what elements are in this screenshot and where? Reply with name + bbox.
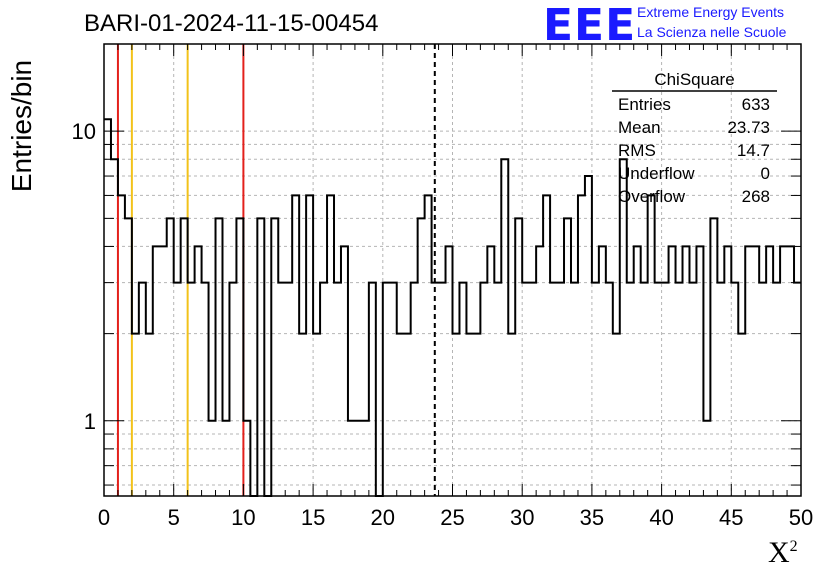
x-tick-label: 20 [371, 505, 395, 530]
x-tick-label: 5 [168, 505, 180, 530]
y-tick-label: 1 [84, 409, 96, 434]
x-axis-label: X2 [768, 536, 798, 569]
stats-value: 633 [742, 95, 770, 114]
stats-value: 268 [742, 187, 770, 206]
histogram-series [104, 118, 801, 497]
y-tick-label: 10 [72, 119, 96, 144]
x-tick-label: 15 [301, 505, 325, 530]
stats-label: RMS [618, 141, 656, 160]
x-tick-label: 25 [440, 505, 464, 530]
stats-value: 14.7 [737, 141, 770, 160]
stats-label: Mean [618, 118, 661, 137]
chart-title: BARI-01-2024-11-15-00454 [84, 10, 379, 37]
x-tick-label: 40 [649, 505, 673, 530]
x-tick-label: 30 [510, 505, 534, 530]
logo-line-1: Extreme Energy Events [637, 4, 785, 20]
stats-value: 23.73 [727, 118, 770, 137]
x-tick-label: 50 [789, 505, 813, 530]
x-tick-label: 10 [231, 505, 255, 530]
x-tick-label: 0 [98, 505, 110, 530]
stats-label: Overflow [618, 187, 686, 206]
stats-value: 0 [761, 164, 770, 183]
x-tick-label: 45 [719, 505, 743, 530]
eee-logo: EEE [543, 0, 637, 51]
stats-label: Underflow [618, 164, 695, 183]
stats-box-title: ChiSquare [654, 70, 734, 89]
x-tick-label: 35 [580, 505, 604, 530]
y-axis-label: Entries/bin [6, 59, 37, 193]
stats-label: Entries [618, 95, 671, 114]
logo-line-2: La Scienza nelle Scuole [637, 24, 787, 40]
